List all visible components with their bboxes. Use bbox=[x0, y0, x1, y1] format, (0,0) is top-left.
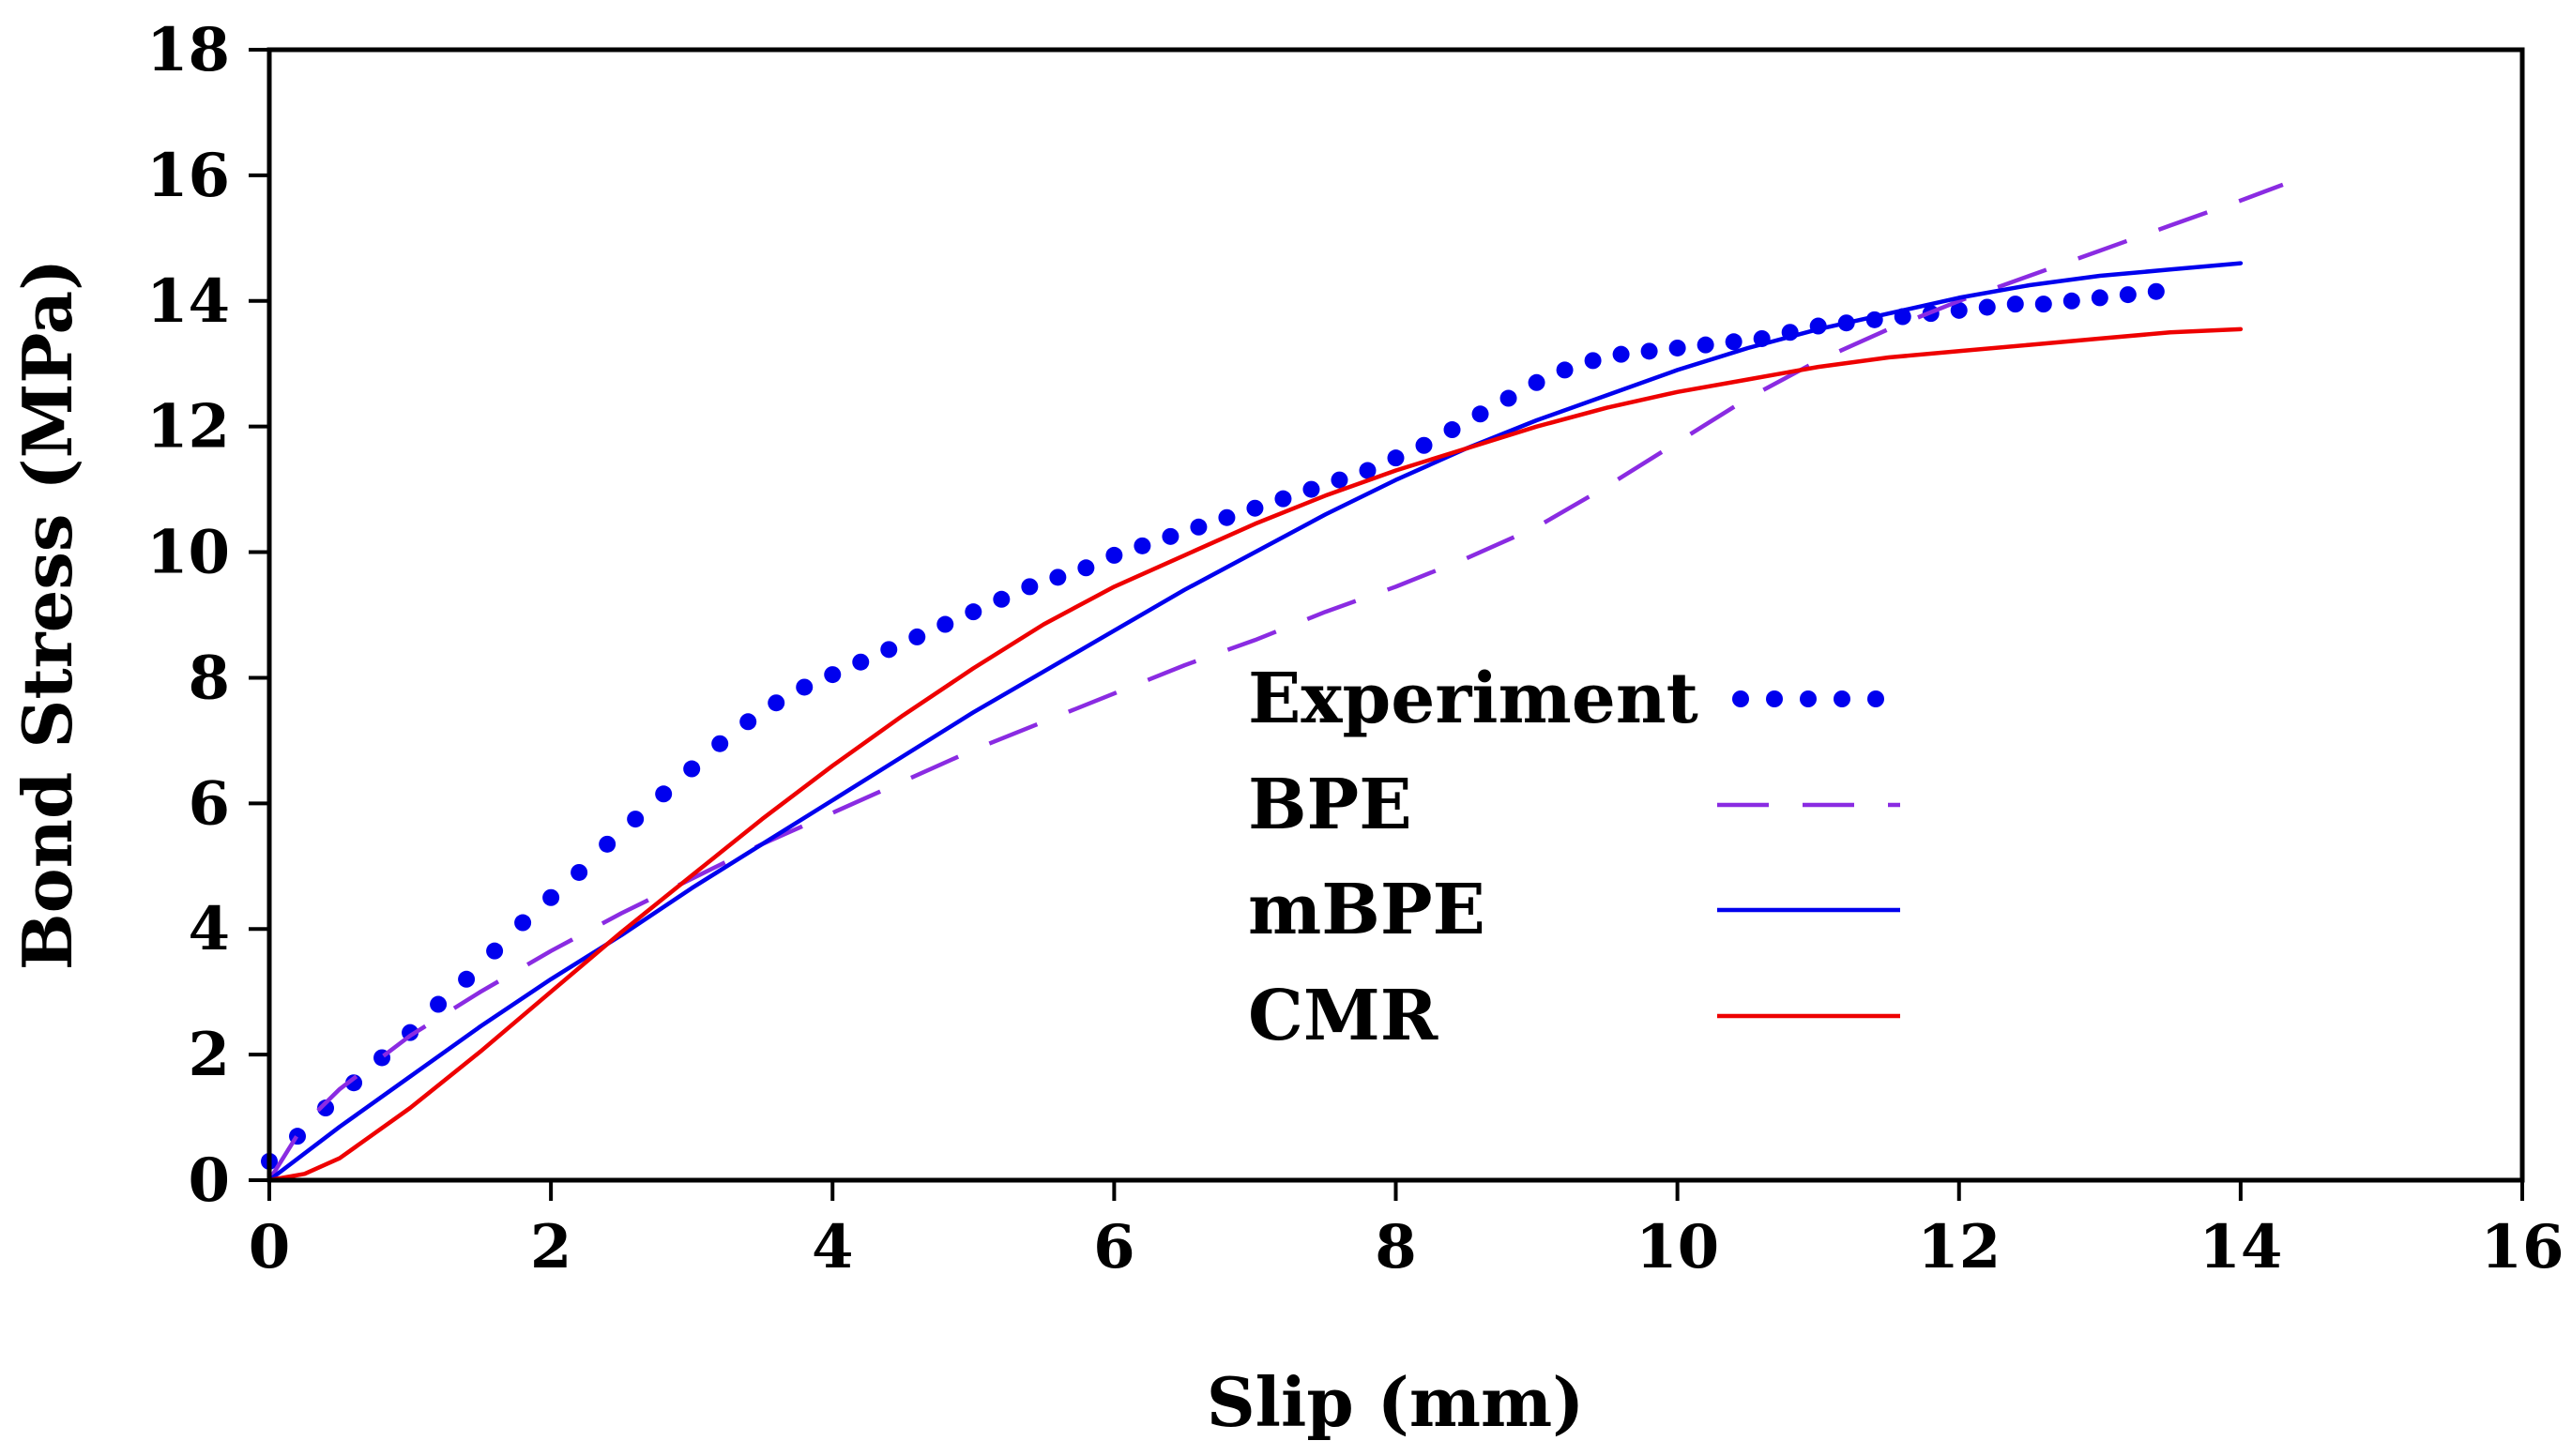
experiment-point bbox=[993, 590, 1011, 608]
experiment-point bbox=[880, 641, 898, 659]
experiment-point bbox=[1668, 339, 1686, 356]
x-tick-label: 10 bbox=[1636, 1212, 1719, 1282]
experiment-point bbox=[1331, 471, 1348, 489]
experiment-point bbox=[1697, 336, 1714, 354]
experiment-point bbox=[627, 811, 645, 828]
legend-symbol-experiment bbox=[1867, 690, 1884, 707]
legend-symbol-experiment bbox=[1766, 690, 1783, 707]
y-tick-label: 14 bbox=[146, 266, 230, 337]
tick-labels-layer: 0 2 4 6 8 10 12 14 16 0 2 4 6 8 10 12 14 16 18 bbox=[146, 15, 2564, 1282]
experiment-point bbox=[1049, 569, 1067, 586]
experiment-point bbox=[1218, 508, 1236, 526]
legend-label-cmr: CMR bbox=[1248, 976, 1438, 1056]
experiment-point bbox=[1359, 462, 1377, 479]
x-tick-label: 2 bbox=[530, 1212, 572, 1282]
experiment-point bbox=[1584, 352, 1602, 370]
experiment-point bbox=[1528, 373, 1545, 391]
experiment-point bbox=[739, 713, 757, 731]
y-axis-title: Bond Stress (MPa) bbox=[8, 259, 87, 970]
legend-label-mbpe: mBPE bbox=[1248, 870, 1485, 950]
experiment-point bbox=[1190, 518, 1208, 536]
x-tick-label: 14 bbox=[2199, 1212, 2282, 1282]
legend: Experiment BPE mBPE CMR bbox=[1248, 659, 1900, 1056]
y-tick-label: 4 bbox=[188, 894, 230, 964]
experiment-point bbox=[1274, 490, 1292, 508]
experiment-point bbox=[1105, 546, 1123, 564]
experiment-point bbox=[1415, 436, 1433, 454]
x-tick-label: 12 bbox=[1917, 1212, 2001, 1282]
experiment-point bbox=[571, 863, 588, 881]
experiment-point bbox=[1246, 499, 1264, 517]
experiment-point bbox=[345, 1074, 363, 1092]
legend-symbol-experiment bbox=[1732, 690, 1749, 707]
experiment-point bbox=[1556, 361, 1574, 379]
experiment-point bbox=[1302, 480, 1320, 498]
y-tick-label: 0 bbox=[188, 1145, 230, 1216]
experiment-point bbox=[2147, 282, 2165, 300]
experiment-point bbox=[542, 888, 560, 906]
legend-symbol-experiment bbox=[1834, 690, 1850, 707]
x-tick-label: 4 bbox=[812, 1212, 854, 1282]
experiment-point bbox=[908, 628, 926, 645]
experiment-point bbox=[317, 1100, 335, 1117]
experiment-point bbox=[486, 942, 504, 960]
experiment-point bbox=[599, 835, 616, 853]
experiment-point bbox=[1950, 301, 1968, 319]
experiment-point bbox=[824, 666, 842, 684]
legend-symbol-experiment bbox=[1800, 690, 1817, 707]
experiment-point bbox=[655, 785, 673, 803]
experiment-point bbox=[430, 995, 448, 1013]
experiment-point bbox=[2119, 286, 2137, 304]
legend-label-experiment: Experiment bbox=[1248, 659, 1698, 739]
experiment-point bbox=[683, 760, 701, 778]
experiment-point bbox=[458, 970, 476, 988]
experiment-point bbox=[1725, 333, 1743, 351]
y-tick-label: 16 bbox=[146, 141, 230, 211]
experiment-point bbox=[1499, 389, 1517, 407]
x-tick-label: 0 bbox=[249, 1212, 291, 1282]
cmr-line bbox=[266, 326, 2244, 1183]
curves-layer bbox=[261, 182, 2284, 1183]
y-tick-label: 10 bbox=[146, 518, 230, 588]
experiment-point bbox=[1471, 405, 1489, 423]
y-tick-label: 18 bbox=[146, 15, 230, 85]
x-tick-label: 8 bbox=[1375, 1212, 1417, 1282]
y-tick-label: 2 bbox=[188, 1020, 230, 1090]
y-tick-label: 12 bbox=[146, 392, 230, 463]
experiment-point bbox=[936, 615, 954, 633]
experiment-point bbox=[1077, 559, 1095, 577]
experiment-point bbox=[1612, 345, 1630, 363]
experiment-point bbox=[2091, 289, 2108, 307]
experiment-point bbox=[514, 914, 532, 932]
experiment-point bbox=[1978, 298, 1996, 316]
experiment-point bbox=[852, 653, 870, 671]
x-tick-label: 6 bbox=[1093, 1212, 1135, 1282]
y-tick-label: 6 bbox=[188, 768, 230, 839]
experiment-point bbox=[1640, 342, 1658, 360]
experiment-point bbox=[796, 678, 814, 696]
x-tick-label: 16 bbox=[2480, 1212, 2564, 1282]
experiment-point bbox=[2034, 296, 2052, 313]
experiment-point bbox=[2062, 292, 2080, 310]
experiment-point bbox=[1387, 449, 1405, 467]
experiment-point bbox=[2006, 296, 2024, 313]
experiment-point bbox=[1134, 537, 1151, 554]
experiment-point bbox=[1162, 527, 1179, 545]
bpe-line bbox=[267, 182, 2284, 1182]
experiment-point bbox=[1443, 421, 1461, 439]
experiment-point bbox=[1021, 578, 1039, 596]
experiment-point bbox=[965, 603, 982, 621]
x-axis-title: Slip (mm) bbox=[1207, 1362, 1585, 1442]
experiment-point bbox=[768, 694, 785, 712]
experiment-point bbox=[711, 735, 729, 752]
ticks-layer bbox=[249, 48, 2524, 1201]
y-tick-label: 8 bbox=[188, 643, 230, 713]
legend-label-bpe: BPE bbox=[1248, 765, 1412, 845]
